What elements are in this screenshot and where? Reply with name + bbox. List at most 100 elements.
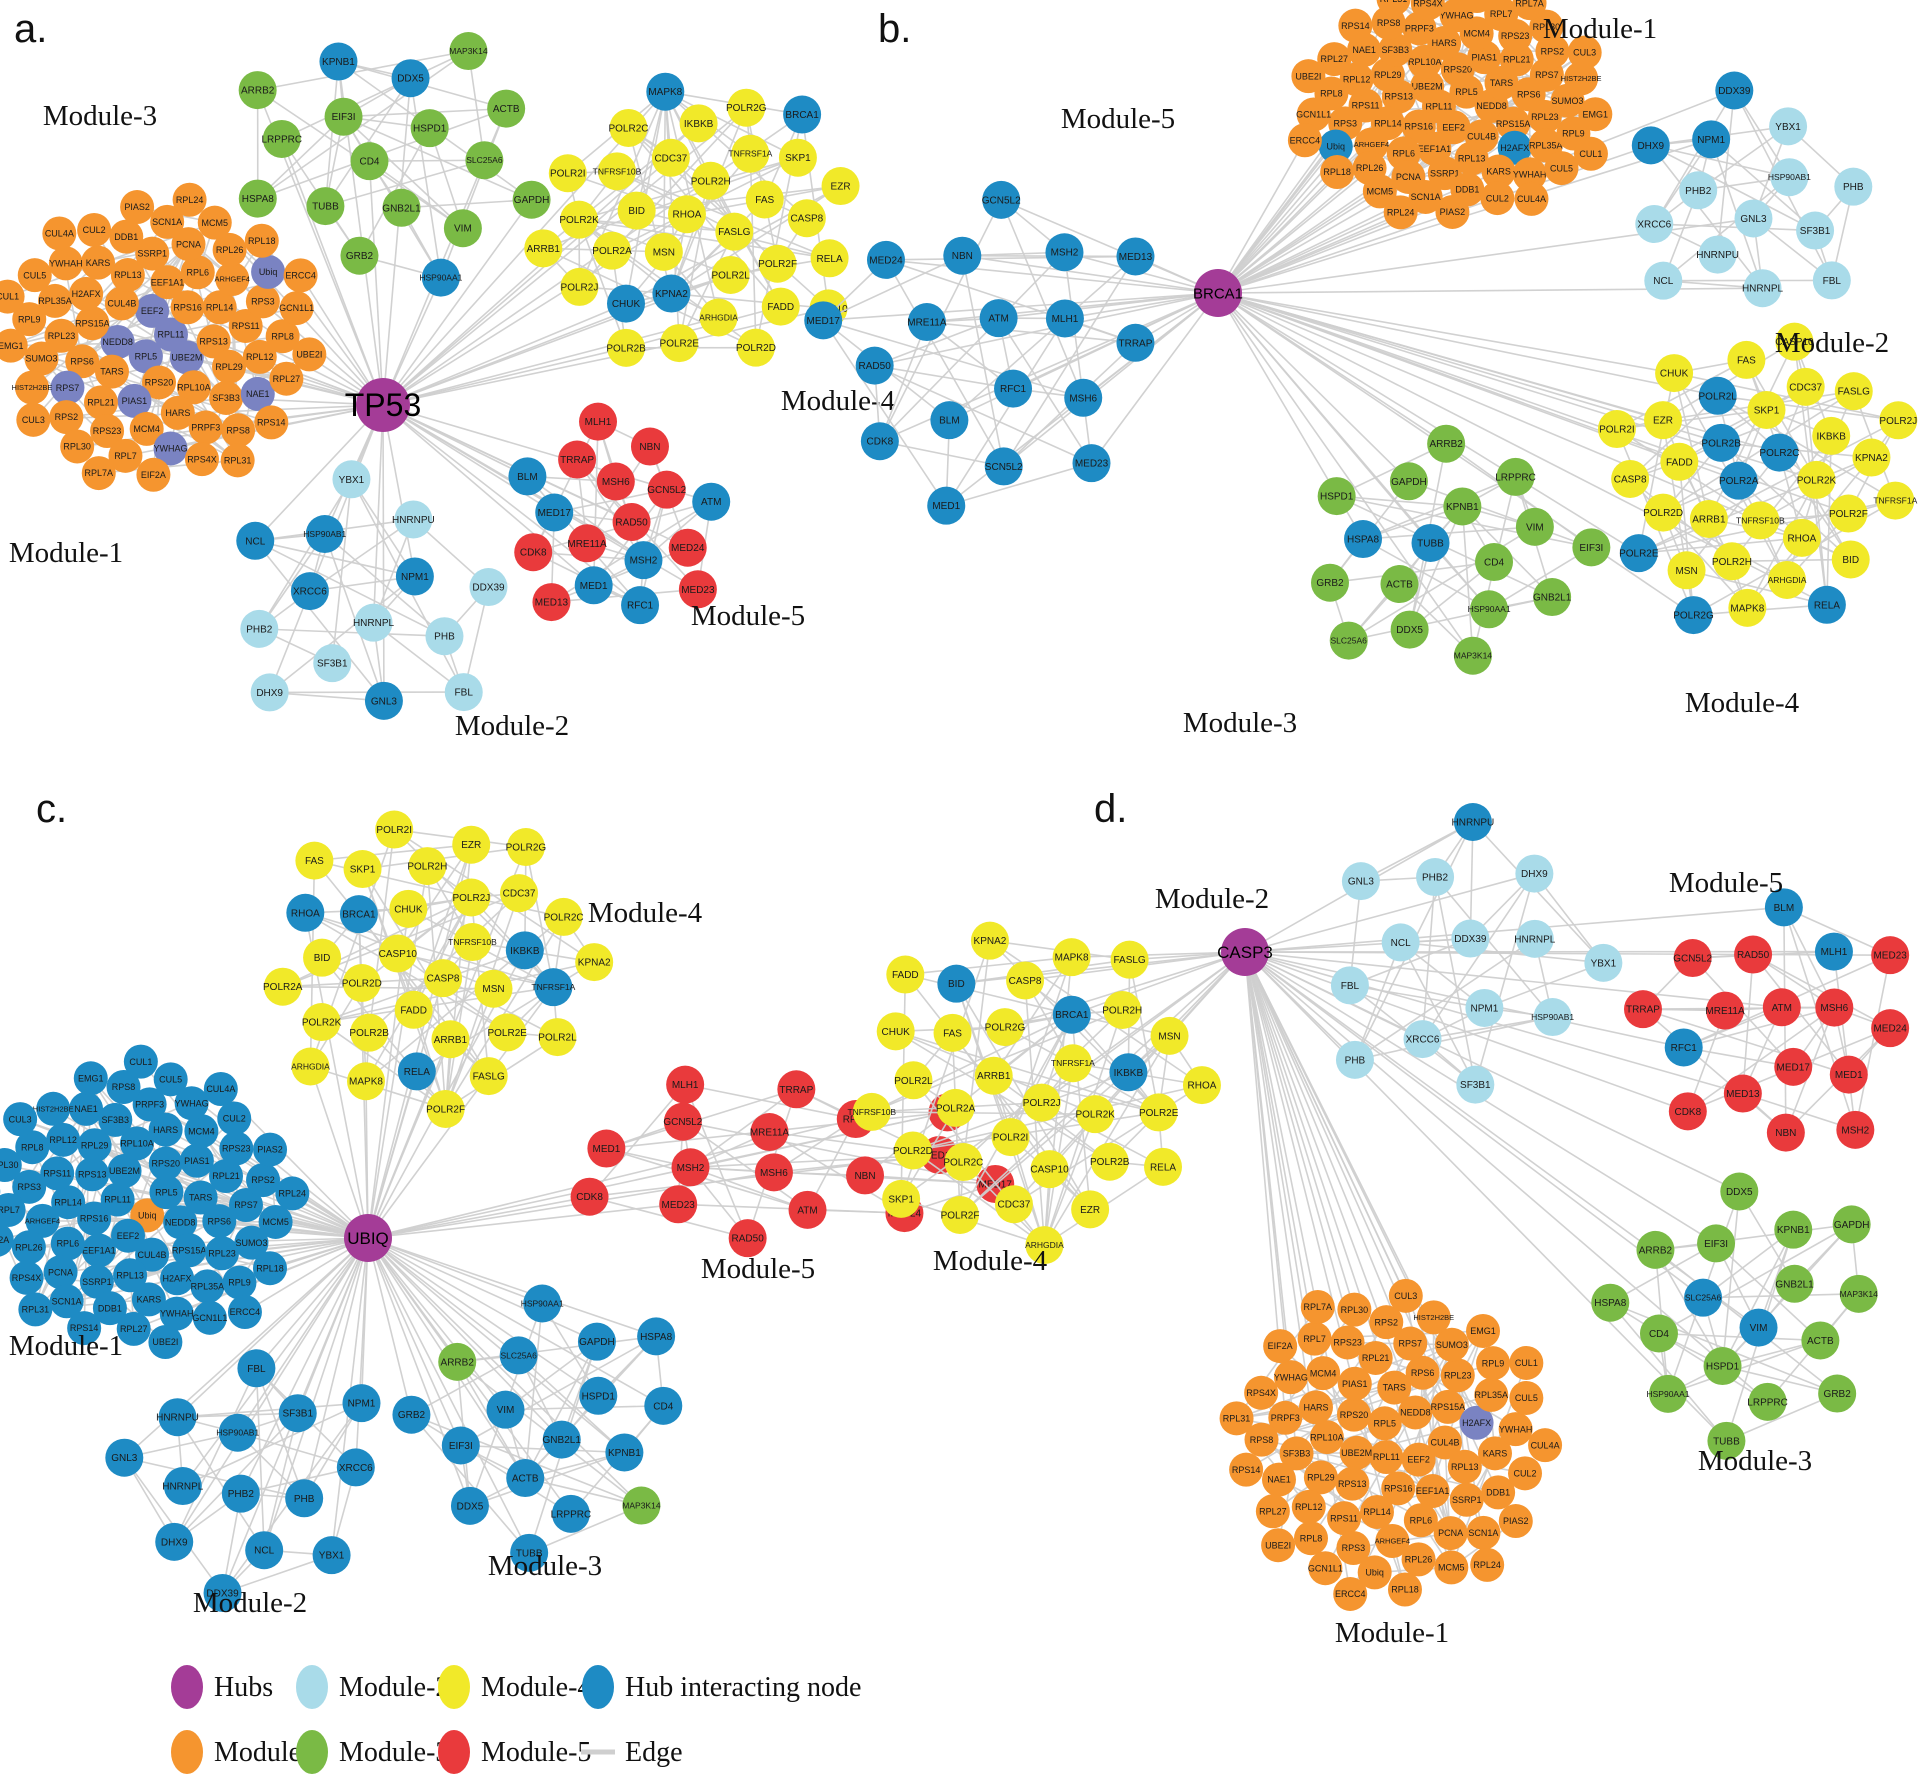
gene-node[interactable]: [44, 318, 79, 353]
gene-node[interactable]: [203, 1573, 242, 1612]
gene-node[interactable]: [1310, 563, 1349, 602]
gene-node[interactable]: [538, 1018, 577, 1057]
gene-node[interactable]: [943, 236, 982, 275]
gene-node[interactable]: [42, 216, 77, 251]
gene-node[interactable]: [159, 1296, 194, 1331]
gene-node[interactable]: [1335, 1040, 1374, 1079]
gene-node[interactable]: [1818, 1374, 1857, 1413]
gene-node[interactable]: [668, 528, 707, 567]
gene-node[interactable]: [1401, 1442, 1436, 1477]
gene-node[interactable]: [279, 291, 314, 326]
gene-node[interactable]: [1440, 52, 1475, 87]
gene-node[interactable]: [1720, 1172, 1759, 1211]
gene-node[interactable]: [579, 402, 618, 441]
gene-node[interactable]: [79, 1264, 114, 1299]
gene-node[interactable]: [1339, 62, 1374, 97]
gene-node[interactable]: [1317, 477, 1356, 516]
gene-node[interactable]: [285, 1479, 324, 1518]
gene-node[interactable]: [1474, 1377, 1509, 1412]
gene-node[interactable]: [1440, 1358, 1475, 1393]
gene-node[interactable]: [1578, 97, 1613, 132]
gene-node[interactable]: [1387, 1572, 1422, 1607]
gene-node[interactable]: [1398, 1395, 1433, 1430]
gene-node[interactable]: [1741, 501, 1780, 540]
gene-node[interactable]: [425, 617, 464, 656]
gene-node[interactable]: [907, 303, 946, 342]
gene-node[interactable]: [1544, 151, 1579, 186]
gene-node[interactable]: [283, 258, 318, 293]
gene-node[interactable]: [508, 457, 547, 496]
gene-node[interactable]: [1674, 596, 1713, 635]
gene-node[interactable]: [250, 673, 289, 712]
gene-node[interactable]: [49, 1284, 84, 1319]
gene-node[interactable]: [542, 1420, 581, 1459]
gene-node[interactable]: [40, 1156, 75, 1191]
gene-node[interactable]: [1309, 1420, 1344, 1455]
gene-node[interactable]: [1515, 854, 1554, 893]
gene-node[interactable]: [1415, 1474, 1450, 1509]
gene-node[interactable]: [778, 138, 817, 177]
gene-node[interactable]: [0, 1148, 22, 1183]
gene-node[interactable]: [160, 1261, 195, 1296]
gene-node[interactable]: [1030, 1150, 1069, 1189]
gene-node[interactable]: [1456, 1065, 1495, 1104]
gene-node[interactable]: [1219, 1401, 1254, 1436]
gene-node[interactable]: [777, 1070, 816, 1109]
gene-node[interactable]: [0, 279, 25, 314]
gene-node[interactable]: [77, 212, 112, 247]
gene-node[interactable]: [171, 227, 206, 262]
gene-node[interactable]: [937, 964, 976, 1003]
gene-node[interactable]: [1775, 322, 1814, 361]
gene-node[interactable]: [51, 1185, 86, 1220]
gene-node[interactable]: [73, 1061, 108, 1096]
gene-node[interactable]: [222, 1265, 257, 1300]
gene-node[interactable]: [699, 298, 738, 337]
gene-node[interactable]: [1403, 1503, 1438, 1538]
gene-node[interactable]: [9, 1260, 44, 1295]
gene-node[interactable]: [1706, 991, 1745, 1030]
gene-node[interactable]: [1839, 1274, 1878, 1313]
gene-node[interactable]: [252, 1251, 287, 1286]
gene-node[interactable]: [593, 231, 632, 270]
gene-node[interactable]: [135, 293, 170, 328]
gene-node[interactable]: [69, 276, 104, 311]
gene-node[interactable]: [788, 1190, 827, 1229]
gene-node[interactable]: [1052, 995, 1091, 1034]
gene-node[interactable]: [100, 324, 135, 359]
gene-node[interactable]: [1760, 433, 1799, 472]
gene-node[interactable]: [342, 964, 381, 1003]
gene-node[interactable]: [1775, 1264, 1814, 1303]
gene-node[interactable]: [1529, 9, 1564, 44]
gene-node[interactable]: [512, 180, 551, 219]
gene-node[interactable]: [1836, 1110, 1875, 1149]
gene-node[interactable]: [1829, 1055, 1868, 1094]
gene-node[interactable]: [1273, 1360, 1308, 1395]
gene-node[interactable]: [1768, 560, 1807, 599]
gene-node[interactable]: [855, 346, 894, 385]
gene-node[interactable]: [1814, 932, 1853, 971]
gene-node[interactable]: [605, 1433, 644, 1472]
gene-node[interactable]: [135, 1237, 170, 1272]
gene-node[interactable]: [1766, 1113, 1805, 1152]
gene-node[interactable]: [332, 460, 371, 499]
gene-node[interactable]: [606, 284, 645, 323]
gene-node[interactable]: [1769, 107, 1808, 146]
gene-node[interactable]: [731, 134, 770, 173]
gene-node[interactable]: [60, 429, 95, 464]
gene-node[interactable]: [1748, 1382, 1787, 1421]
gene-node[interactable]: [1476, 1346, 1511, 1381]
gene-node[interactable]: [1045, 233, 1084, 272]
gene-node[interactable]: [663, 1102, 702, 1141]
gene-node[interactable]: [574, 566, 613, 605]
gene-node[interactable]: [1533, 578, 1572, 617]
gene-node[interactable]: [804, 301, 843, 340]
gene-node[interactable]: [1796, 211, 1835, 250]
gene-node[interactable]: [1673, 939, 1712, 978]
gene-node[interactable]: [1498, 1412, 1533, 1447]
gene-node[interactable]: [1481, 1475, 1516, 1510]
gene-node[interactable]: [1090, 1142, 1129, 1181]
gene-node[interactable]: [163, 1205, 198, 1240]
gene-node[interactable]: [1470, 590, 1509, 629]
gene-node[interactable]: [647, 470, 686, 509]
gene-node[interactable]: [622, 1486, 661, 1525]
